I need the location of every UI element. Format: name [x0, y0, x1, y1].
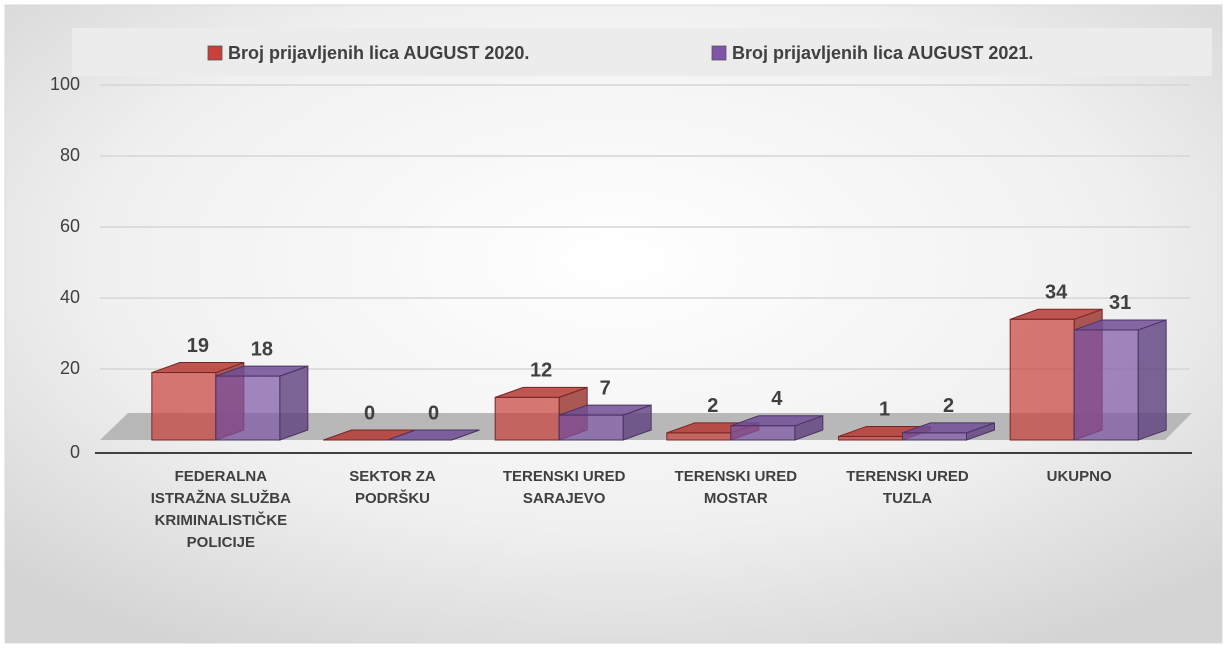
y-tick-label: 0 [70, 442, 80, 462]
bar [838, 435, 903, 441]
legend-band [72, 28, 1212, 76]
x-tick-label: UKUPNO [1046, 468, 1112, 485]
bar [1009, 318, 1075, 441]
y-tick-label: 60 [60, 216, 80, 236]
data-label: 0 [364, 402, 375, 424]
data-label: 2 [943, 395, 954, 417]
data-label: 2 [707, 395, 718, 417]
y-tick-label: 40 [60, 287, 80, 307]
bar-side [279, 365, 309, 441]
data-label: 31 [1109, 292, 1131, 314]
x-tick-label: TERENSKI URED TUZLA [846, 468, 969, 507]
data-label: 12 [530, 360, 552, 382]
data-label: 34 [1045, 282, 1068, 304]
bar [215, 375, 281, 441]
y-tick-label: 80 [60, 145, 80, 165]
bar [730, 425, 796, 441]
y-tick-label: 20 [60, 358, 80, 378]
bar [558, 414, 624, 441]
x-tick-label: TERENSKI URED SARAJEVO [502, 468, 626, 507]
x-tick-label: TERENSKI URED MOSTAR [674, 468, 798, 507]
legend-swatch [207, 45, 223, 61]
bar [902, 432, 967, 441]
y-tick-label: 100 [50, 74, 80, 94]
bar [666, 432, 732, 441]
x-tick-label: SEKTOR ZA PODRŠKU [349, 468, 436, 507]
bar [494, 396, 560, 441]
bar-side [1137, 319, 1167, 441]
data-label: 4 [771, 388, 783, 410]
legend-label: Broj prijavljenih lica AUGUST 2020. [228, 43, 529, 63]
data-label: 7 [600, 377, 611, 399]
x-tick-label: FEDERALNA ISTRAŽNA SLUŽBA KRIMINALISTIČK… [150, 468, 291, 551]
data-label: 18 [251, 338, 273, 360]
data-label: 1 [879, 399, 890, 421]
data-label: 19 [187, 335, 209, 357]
data-label: 0 [428, 402, 439, 424]
legend-swatch [711, 45, 727, 61]
legend-label: Broj prijavljenih lica AUGUST 2021. [732, 43, 1033, 63]
bar [151, 372, 217, 441]
bar [1073, 329, 1139, 441]
